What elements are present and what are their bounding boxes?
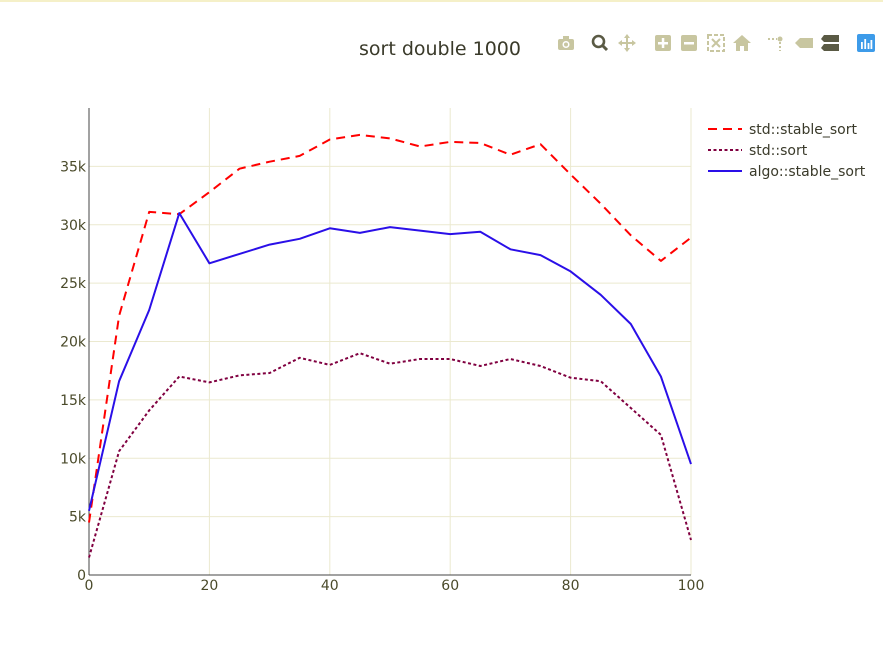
y-tick-label: 30k <box>60 218 87 234</box>
zoom-in-icon[interactable] <box>653 33 673 53</box>
legend-item-std-stable-sort[interactable]: std::stable_sort <box>708 122 857 138</box>
series-line-std-sort[interactable] <box>88 352 692 558</box>
grid-lines <box>89 108 692 575</box>
pan-icon[interactable] <box>617 33 637 53</box>
home-icon[interactable] <box>732 33 752 53</box>
zoom-icon[interactable] <box>590 33 610 53</box>
x-tick-label: 40 <box>321 578 339 594</box>
series-line-algo-stable-sort[interactable] <box>88 212 692 512</box>
zoom-out-icon[interactable] <box>679 33 699 53</box>
y-tick-label: 25k <box>60 276 87 292</box>
top-border <box>0 0 883 2</box>
legend-label: std::sort <box>749 143 808 159</box>
series-lines[interactable] <box>88 133 692 558</box>
x-tick-label: 80 <box>562 578 580 594</box>
legend-item-std-sort[interactable]: std::sort <box>708 143 808 159</box>
autoscale-icon[interactable] <box>706 33 726 53</box>
camera-icon[interactable] <box>556 33 576 53</box>
chart-title: sort double 1000 <box>359 38 521 60</box>
y-tick-label: 20k <box>60 335 87 351</box>
tick-labels: 0 20 40 60 80 100 0 5k 10k 15k 20k 25k 30k 35k <box>60 159 704 594</box>
legend-item-algo-stable-sort[interactable]: algo::stable_sort <box>708 164 866 180</box>
y-tick-label: 0 <box>77 568 86 584</box>
y-tick-label: 10k <box>60 451 87 467</box>
y-tick-label: 35k <box>60 159 87 175</box>
x-tick-label: 60 <box>441 578 459 594</box>
hover-compare-icon[interactable] <box>820 33 840 53</box>
x-tick-label: 100 <box>678 578 705 594</box>
x-tick-label: 20 <box>200 578 218 594</box>
y-tick-label: 5k <box>69 510 87 526</box>
x-tick-label: 0 <box>85 578 94 594</box>
legend-label: algo::stable_sort <box>749 164 866 180</box>
legend[interactable]: std::stable_sortstd::sortalgo::stable_so… <box>708 122 866 180</box>
y-tick-label: 15k <box>60 393 87 409</box>
plotly-logo-icon[interactable] <box>856 33 876 53</box>
legend-label: std::stable_sort <box>749 122 857 138</box>
series-line-std-stable-sort[interactable] <box>88 133 692 523</box>
axes <box>88 108 691 576</box>
spike-icon[interactable] <box>766 33 786 53</box>
hover-closest-icon[interactable] <box>794 33 814 53</box>
